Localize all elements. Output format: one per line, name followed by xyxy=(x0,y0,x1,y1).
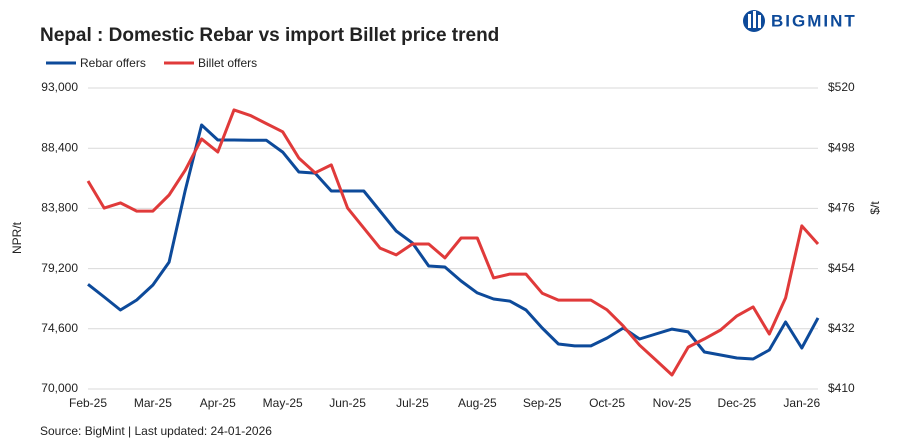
brand-logo: BIGMINT xyxy=(743,10,857,32)
y-tick-label: 74,600 xyxy=(41,321,78,335)
y2-tick-label: $410 xyxy=(828,381,855,395)
logo-icon-bar xyxy=(758,15,761,28)
y-tick-label: 70,000 xyxy=(41,381,78,395)
legend-label: Rebar offers xyxy=(80,56,146,70)
x-tick-label: May-25 xyxy=(263,396,303,410)
x-tick-label: Feb-25 xyxy=(69,396,107,410)
y-tick-label: 83,800 xyxy=(41,201,78,215)
y2-tick-label: $432 xyxy=(828,321,855,335)
x-tick-label: Aug-25 xyxy=(458,396,497,410)
x-tick-label: Sep-25 xyxy=(523,396,562,410)
y-tick-label: 88,400 xyxy=(41,140,78,154)
source-note: Source: BigMint | Last updated: 24-01-20… xyxy=(40,424,272,438)
x-tick-label: Mar-25 xyxy=(134,396,172,410)
y2-tick-label: $520 xyxy=(828,80,855,94)
x-tick-label: Oct-25 xyxy=(589,396,625,410)
legend-label: Billet offers xyxy=(198,56,257,70)
y2-tick-label: $498 xyxy=(828,140,855,154)
y2-tick-label: $454 xyxy=(828,261,855,275)
y-tick-label: 79,200 xyxy=(41,261,78,275)
x-tick-label: Jul-25 xyxy=(396,396,429,410)
brand-name: BIGMINT xyxy=(771,11,857,30)
y2-tick-label: $476 xyxy=(828,201,855,215)
x-tick-label: Jun-25 xyxy=(329,396,366,410)
y2-axis-title: $/t xyxy=(868,201,882,215)
series-line xyxy=(86,108,820,377)
series-line xyxy=(87,123,820,361)
x-tick-label: Dec-25 xyxy=(718,396,757,410)
logo-icon-bar xyxy=(753,11,756,28)
y-tick-label: 93,000 xyxy=(41,80,78,94)
logo-icon-bar xyxy=(748,14,751,28)
y-axis-title: NPR/t xyxy=(10,221,24,254)
x-tick-label: Apr-25 xyxy=(200,396,236,410)
x-tick-label: Jan-26 xyxy=(783,396,820,410)
x-tick-label: Nov-25 xyxy=(653,396,692,410)
chart-title: Nepal : Domestic Rebar vs import Billet … xyxy=(40,25,499,46)
